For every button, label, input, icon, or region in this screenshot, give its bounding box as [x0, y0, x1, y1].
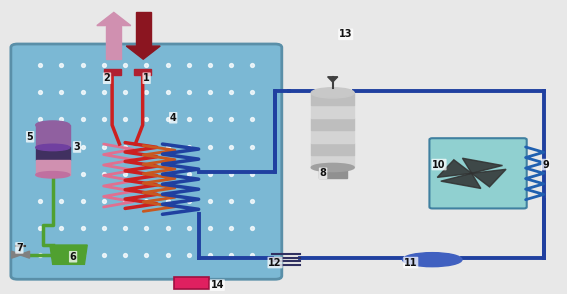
- Bar: [311, 118, 354, 130]
- Text: 11: 11: [404, 258, 417, 268]
- Text: 2: 2: [104, 73, 111, 83]
- Polygon shape: [126, 46, 160, 59]
- Text: 6: 6: [70, 252, 77, 262]
- Bar: [36, 160, 70, 175]
- Text: 10: 10: [432, 160, 446, 170]
- Ellipse shape: [36, 144, 70, 151]
- Polygon shape: [19, 251, 29, 258]
- Polygon shape: [441, 173, 481, 188]
- FancyBboxPatch shape: [429, 138, 527, 208]
- FancyBboxPatch shape: [11, 44, 282, 279]
- Polygon shape: [437, 160, 472, 177]
- Polygon shape: [328, 77, 338, 82]
- Polygon shape: [50, 245, 87, 264]
- Ellipse shape: [36, 121, 70, 129]
- Polygon shape: [136, 12, 151, 46]
- Bar: [134, 69, 151, 75]
- Bar: [311, 143, 354, 155]
- Ellipse shape: [311, 163, 354, 172]
- Bar: [104, 69, 121, 75]
- Text: 13: 13: [339, 29, 353, 39]
- Bar: [36, 147, 70, 160]
- Bar: [174, 277, 209, 289]
- Polygon shape: [106, 26, 121, 59]
- Bar: [36, 125, 70, 147]
- Polygon shape: [11, 251, 22, 258]
- Ellipse shape: [36, 172, 70, 178]
- Text: 3: 3: [74, 142, 81, 152]
- Ellipse shape: [403, 253, 462, 267]
- Polygon shape: [463, 158, 502, 173]
- Text: 8: 8: [320, 168, 327, 178]
- Text: 9: 9: [542, 160, 549, 170]
- Polygon shape: [97, 12, 131, 26]
- Text: 7: 7: [16, 243, 23, 253]
- Bar: [311, 155, 354, 168]
- Text: 4: 4: [170, 113, 176, 123]
- Bar: [311, 93, 354, 105]
- Ellipse shape: [311, 88, 354, 98]
- Text: 14: 14: [210, 280, 224, 290]
- Polygon shape: [472, 169, 506, 187]
- Bar: [319, 168, 347, 178]
- Bar: [311, 130, 354, 143]
- Text: 5: 5: [27, 132, 33, 142]
- Bar: [311, 105, 354, 118]
- Text: 12: 12: [268, 258, 282, 268]
- Text: 1: 1: [143, 73, 150, 83]
